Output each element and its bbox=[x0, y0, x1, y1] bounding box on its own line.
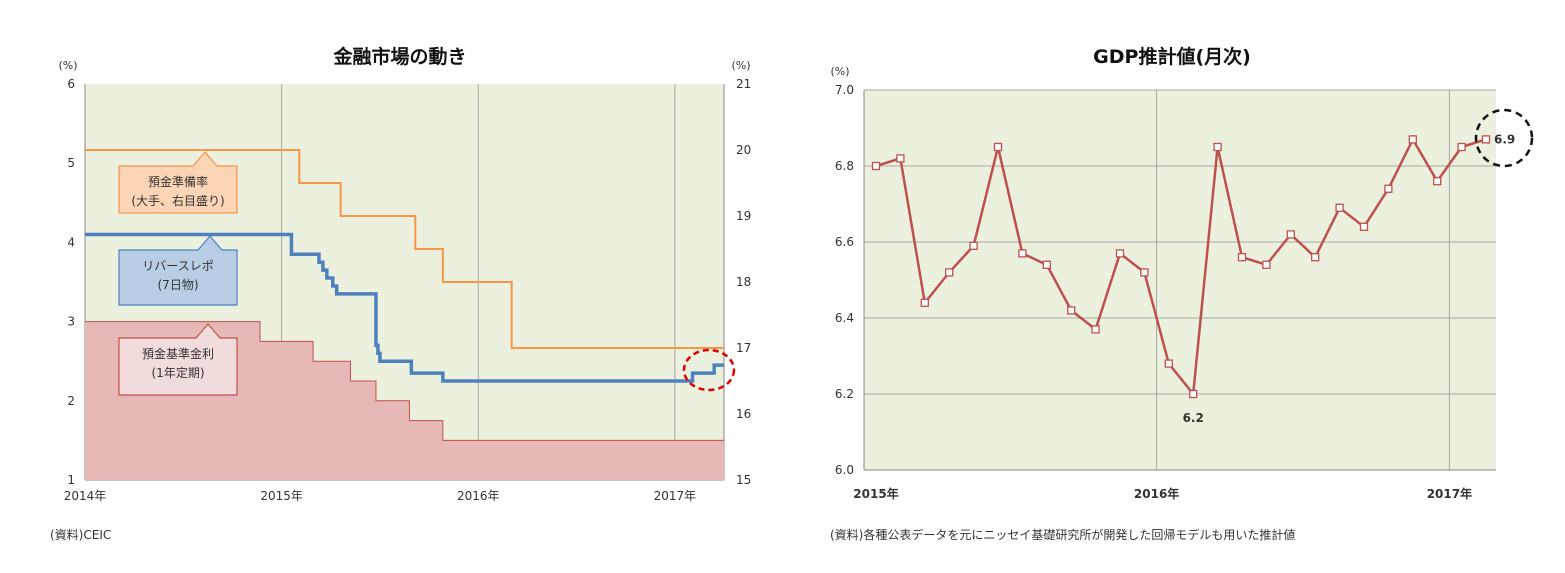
chart1-left-tick: 4 bbox=[67, 235, 75, 249]
gdp-point-marker bbox=[1433, 177, 1442, 186]
chart1-right-unit: (%) bbox=[731, 59, 750, 72]
deposit-rate-callout-box bbox=[118, 323, 238, 396]
reverse-repo-callout-box bbox=[118, 235, 238, 306]
gdp-point-marker bbox=[969, 241, 978, 250]
gdp-point-marker bbox=[920, 298, 929, 307]
gdp-point-marker bbox=[1481, 135, 1491, 144]
gdp-point-marker bbox=[1140, 268, 1149, 277]
chart2-y-tick: 6.0 bbox=[835, 463, 854, 477]
gdp-point-marker bbox=[1311, 253, 1320, 262]
chart1-left-tick: 2 bbox=[67, 394, 75, 408]
gdp-point-marker bbox=[1042, 260, 1051, 269]
chart1-tick-labels: 1 2 3 4 5 6 15 16 17 18 19 20 21 2014年 2015年 2016年 2017年 bbox=[64, 77, 752, 503]
reserve-ratio-callout-box bbox=[118, 151, 238, 214]
gdp-estimate-chart: GDP推計値(月次) (%) 6.0 6.2 6.4 6.6 6.8 7.0 2015年 20… bbox=[830, 45, 1534, 542]
gdp-point-marker bbox=[1189, 389, 1198, 399]
chart1-right-tick: 21 bbox=[736, 77, 751, 91]
gdp-point-marker bbox=[1286, 230, 1295, 239]
chart2-source: (資料)各種公表データを元にニッセイ基礎研究所が開発した回帰モデルも用いた推計値 bbox=[830, 527, 1295, 542]
chart2-y-tick: 6.8 bbox=[835, 159, 854, 173]
chart1-left-tick: 6 bbox=[67, 77, 75, 91]
reserve-ratio-callout-text: (大手、右目盛り) bbox=[131, 193, 224, 208]
gdp-point-marker bbox=[1091, 325, 1100, 334]
chart2-y-tick: 6.6 bbox=[835, 235, 854, 249]
chart2-data-labels: 6.2 6.9 bbox=[1183, 132, 1516, 425]
gdp-point-marker bbox=[1262, 260, 1271, 269]
chart1-x-tick: 2015年 bbox=[260, 489, 303, 503]
gdp-point-marker bbox=[1359, 222, 1369, 231]
gdp-point-marker bbox=[945, 268, 954, 277]
reserve-ratio-callout: 預金準備率 (大手、右目盛り) bbox=[118, 151, 238, 214]
chart1-left-tick: 3 bbox=[67, 315, 75, 329]
gdp-point-marker bbox=[1018, 249, 1027, 258]
deposit-rate-line bbox=[85, 321, 724, 441]
chart1-highlight-ellipse bbox=[682, 348, 736, 392]
chart2-gridlines bbox=[863, 89, 1496, 471]
chart1-series-lines bbox=[85, 149, 724, 441]
gdp-line bbox=[875, 136, 1487, 398]
gdp-point-marker bbox=[1335, 203, 1344, 212]
deposit-rate-callout-text: 預金基準金利 bbox=[142, 346, 214, 361]
gdp-data-label: 6.2 bbox=[1183, 411, 1204, 425]
reserve-ratio-line bbox=[85, 149, 724, 349]
chart1-right-tick: 18 bbox=[736, 275, 751, 289]
chart2-y-tick: 7.0 bbox=[835, 83, 854, 97]
gdp-point-marker bbox=[1067, 306, 1076, 315]
chart2-x-tick: 2016年 bbox=[1134, 486, 1179, 501]
financial-market-chart: 金融市場の動き (%) (%) 預金準備率 (大手、右目盛り) リバースレポ (7日物… bbox=[50, 45, 751, 542]
reverse-repo-callout-text: (7日物) bbox=[158, 278, 199, 292]
chart1-left-tick: 1 bbox=[67, 473, 75, 487]
chart1-left-unit: (%) bbox=[58, 59, 77, 72]
gdp-point-marker bbox=[1115, 249, 1125, 258]
deposit-rate-callout: 預金基準金利 (1年定期) bbox=[118, 323, 238, 396]
chart2-plot-area bbox=[864, 90, 1496, 470]
chart1-source: (資料)CEIC bbox=[50, 528, 111, 542]
gdp-point-marker bbox=[1237, 253, 1247, 262]
chart2-tick-labels: 6.0 6.2 6.4 6.6 6.8 7.0 2015年 2016年 2017年 bbox=[835, 83, 1472, 501]
gdp-point-marker bbox=[871, 161, 881, 171]
gdp-point-marker bbox=[1408, 135, 1417, 144]
reverse-repo-line bbox=[85, 232, 724, 383]
gdp-point-marker bbox=[1457, 142, 1466, 152]
chart1-right-tick: 19 bbox=[736, 209, 751, 223]
chart2-title: GDP推計値(月次) bbox=[1093, 45, 1251, 68]
chart2-x-tick: 2017年 bbox=[1427, 486, 1472, 501]
chart1-x-tick: 2014年 bbox=[64, 489, 107, 503]
chart1-left-tick: 5 bbox=[67, 156, 75, 170]
chart1-right-tick: 20 bbox=[736, 143, 751, 157]
chart1-callouts: 預金準備率 (大手、右目盛り) リバースレポ (7日物) 預金基準金利 (1年定期) bbox=[118, 151, 238, 396]
gdp-point-marker bbox=[1384, 184, 1393, 193]
gdp-point-marker bbox=[1164, 359, 1173, 368]
reverse-repo-callout-text: リバースレポ bbox=[142, 259, 213, 273]
reserve-ratio-callout-text: 預金準備率 bbox=[148, 174, 208, 189]
chart2-y-unit: (%) bbox=[830, 65, 849, 78]
deposit-rate-callout-text: (1年定期) bbox=[152, 365, 205, 380]
gdp-point-marker bbox=[993, 142, 1003, 152]
chart1-right-tick: 16 bbox=[736, 407, 751, 421]
chart1-x-tick: 2017年 bbox=[654, 489, 697, 503]
chart2-x-tick: 2015年 bbox=[853, 486, 898, 501]
chart1-right-tick: 17 bbox=[736, 341, 751, 355]
chart2-series-line bbox=[871, 135, 1491, 399]
chart1-right-tick: 15 bbox=[736, 473, 751, 487]
chart2-y-tick: 6.2 bbox=[835, 387, 854, 401]
gdp-point-marker bbox=[896, 154, 905, 163]
chart2-highlight-circle bbox=[1474, 108, 1534, 168]
chart1-x-tick: 2016年 bbox=[457, 489, 500, 503]
chart1-title: 金融市場の動き bbox=[332, 45, 466, 68]
gdp-point-marker bbox=[1213, 142, 1222, 152]
reverse-repo-callout: リバースレポ (7日物) bbox=[118, 235, 238, 306]
gdp-data-label: 6.9 bbox=[1494, 132, 1515, 146]
chart2-y-tick: 6.4 bbox=[835, 311, 854, 325]
